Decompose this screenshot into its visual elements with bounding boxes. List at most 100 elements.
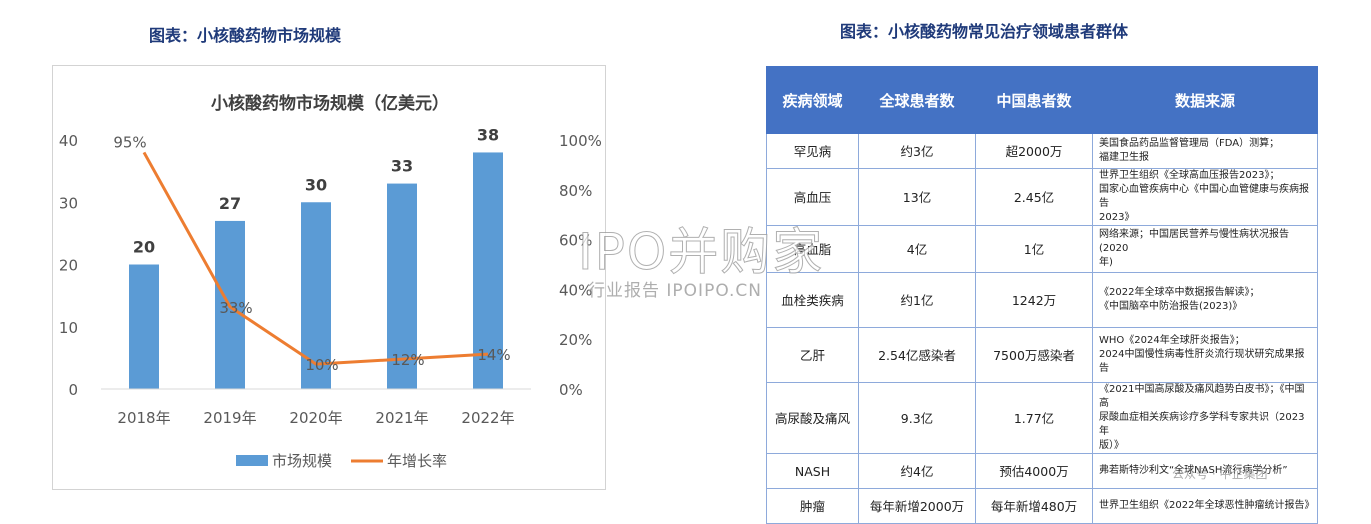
y-right-tick-label: 80%	[559, 182, 592, 200]
right-figure-caption: 图表：小核酸药物常见治疗领域患者群体	[840, 22, 1129, 41]
chart-title: 小核酸药物市场规模（亿美元）	[211, 93, 449, 114]
x-tick-label: 2018年	[117, 409, 170, 427]
legend-line-label: 年增长率	[387, 452, 447, 470]
source-line: 美国食品药品监督管理局（FDA）测算；	[1099, 138, 1280, 149]
line-data-label: 12%	[391, 351, 424, 369]
cell-china-patients: 7500万感染者	[975, 327, 1093, 383]
cell-global-patients: 约3亿	[858, 133, 976, 169]
cell-global-patients: 4亿	[858, 225, 976, 273]
table-row: 血栓类疾病 约1亿 1242万 《2022年全球卒中数据报告解读》； 《中国脑卒中防治报…	[766, 272, 1318, 328]
cell-data-source: 美国食品药品监督管理局（FDA）测算； 福建卫生报	[1092, 133, 1318, 169]
x-tick-label: 2021年	[375, 409, 428, 427]
bar-data-label: 33	[391, 157, 413, 176]
cell-global-patients: 2.54亿感染者	[858, 327, 976, 383]
patient-population-table: 疾病领域 全球患者数 中国患者数 数据来源 罕见病 约3亿 超2000万 美国食品药品…	[766, 66, 1318, 524]
legend-bar-label: 市场规模	[272, 452, 332, 470]
cell-disease: 乙肝	[766, 327, 859, 383]
watermark-subtext: 行业报告 IPOIPO.CN	[588, 281, 762, 301]
table-row: 高尿酸及痛风 9.3亿 1.77亿 《2021中国高尿酸及痛风趋势白皮书》；《中国高尿…	[766, 382, 1318, 454]
table-row: 乙肝 2.54亿感染者 7500万感染者 WHO《2024年全球肝炎报告》； 2024中…	[766, 327, 1318, 383]
table-header-row: 疾病领域 全球患者数 中国患者数 数据来源	[766, 66, 1318, 134]
watermark-logo-text: IPO并购家	[577, 223, 825, 282]
cell-global-patients: 约4亿	[858, 453, 976, 489]
bar	[387, 183, 417, 389]
cell-data-source: 《2021中国高尿酸及痛风趋势白皮书》；《中国高 尿酸血症相关疾病诊疗多学科专家共…	[1092, 382, 1318, 454]
cell-data-source: 世界卫生组织《全球高血压报告2023》； 国家心血管疾病中心《中国心血管健康与疾病…	[1092, 168, 1318, 226]
y-right-tick-label: 40%	[559, 281, 592, 299]
source-line: 尿酸血症相关疾病诊疗多学科专家共识（2023年	[1099, 412, 1305, 437]
y-left-tick-label: 20	[59, 257, 78, 275]
cell-global-patients: 约1亿	[858, 272, 976, 328]
cell-disease: 罕见病	[766, 133, 859, 169]
x-tick-label: 2019年	[203, 409, 256, 427]
bar	[129, 264, 159, 389]
watermark-corner-text: 公众号 · 中企集团	[1172, 467, 1268, 481]
source-line: 《2021中国高尿酸及痛风趋势白皮书》；《中国高	[1099, 384, 1305, 409]
cell-data-source: 网络来源；中国居民营养与慢性病状况报告(2020 年)	[1092, 225, 1318, 273]
legend-bar-swatch	[236, 455, 268, 466]
bar-data-label: 20	[133, 238, 155, 257]
line-data-label: 95%	[113, 133, 146, 151]
cell-disease: 高尿酸及痛风	[766, 382, 859, 454]
source-line: 弗若斯特沙利文“全球NASH流行病学分析”	[1099, 465, 1288, 476]
cell-china-patients: 1亿	[975, 225, 1093, 273]
cell-disease: NASH	[766, 453, 859, 489]
bar	[473, 152, 503, 389]
cell-disease: 血栓类疾病	[766, 272, 859, 328]
source-line: 《中国脑卒中防治报告(2023)》	[1099, 301, 1243, 312]
cell-china-patients: 1242万	[975, 272, 1093, 328]
y-right-tick-label: 100%	[559, 132, 602, 150]
table-row: 肿瘤 每年新增2000万 每年新增480万 世界卫生组织《2022年全球恶性肿瘤统计报…	[766, 488, 1318, 524]
header-china-patients: 中国患者数	[975, 66, 1093, 134]
source-line: 世界卫生组织《2022年全球恶性肿瘤统计报告》	[1099, 500, 1315, 511]
patient-population-table-wrap: 疾病领域 全球患者数 中国患者数 数据来源 罕见病 约3亿 超2000万 美国食品药品…	[766, 66, 1318, 524]
bar-data-label: 27	[219, 194, 241, 213]
source-line: 世界卫生组织《全球高血压报告2023》；	[1099, 170, 1280, 181]
source-line: 2023》	[1099, 212, 1135, 223]
bar-data-label: 38	[477, 125, 499, 144]
source-line: 《2022年全球卒中数据报告解读》；	[1099, 287, 1260, 298]
cell-data-source: 世界卫生组织《2022年全球恶性肿瘤统计报告》	[1092, 488, 1318, 524]
market-size-chart: 小核酸药物市场规模（亿美元） 0 10 20 30 40 0% 20% 40% 60% 80% 100…	[52, 65, 606, 490]
y-left-tick-label: 0	[68, 381, 78, 399]
source-line: 福建卫生报	[1099, 152, 1149, 163]
table-row: 高血脂 4亿 1亿 网络来源；中国居民营养与慢性病状况报告(2020 年)	[766, 225, 1318, 273]
source-line: 年)	[1099, 257, 1113, 268]
cell-global-patients: 9.3亿	[858, 382, 976, 454]
source-line: 2024中国慢性病毒性肝炎流行现状研究成果报告	[1099, 349, 1305, 374]
table-row: 罕见病 约3亿 超2000万 美国食品药品监督管理局（FDA）测算； 福建卫生报	[766, 133, 1318, 169]
cell-china-patients: 预估4000万	[975, 453, 1093, 489]
source-line: WHO《2024年全球肝炎报告》；	[1099, 335, 1245, 346]
growth-rate-line	[142, 151, 489, 366]
bar-data-label: 30	[305, 175, 327, 194]
x-tick-label: 2020年	[289, 409, 342, 427]
cell-global-patients: 13亿	[858, 168, 976, 226]
cell-data-source: 《2022年全球卒中数据报告解读》； 《中国脑卒中防治报告(2023)》	[1092, 272, 1318, 328]
y-right-tick-label: 0%	[559, 381, 583, 399]
y-left-tick-label: 30	[59, 194, 78, 212]
source-line: 网络来源；中国居民营养与慢性病状况报告(2020	[1099, 229, 1289, 254]
line-data-label: 33%	[219, 299, 252, 317]
cell-global-patients: 每年新增2000万	[858, 488, 976, 524]
line-data-label: 14%	[477, 346, 510, 364]
cell-disease: 高血压	[766, 168, 859, 226]
y-right-tick-label: 60%	[559, 232, 592, 250]
cell-china-patients: 1.77亿	[975, 382, 1093, 454]
cell-disease: 肿瘤	[766, 488, 859, 524]
header-disease: 疾病领域	[766, 66, 859, 134]
left-figure-caption: 图表：小核酸药物市场规模	[149, 26, 342, 45]
cell-china-patients: 超2000万	[975, 133, 1093, 169]
cell-china-patients: 每年新增480万	[975, 488, 1093, 524]
header-global-patients: 全球患者数	[858, 66, 976, 134]
source-line: 国家心血管疾病中心《中国心血管健康与疾病报告	[1099, 184, 1309, 209]
cell-data-source: WHO《2024年全球肝炎报告》； 2024中国慢性病毒性肝炎流行现状研究成果报告	[1092, 327, 1318, 383]
header-data-source: 数据来源	[1092, 66, 1318, 134]
cell-china-patients: 2.45亿	[975, 168, 1093, 226]
y-left-tick-label: 10	[59, 319, 78, 337]
y-right-tick-label: 20%	[559, 331, 592, 349]
x-tick-label: 2022年	[461, 409, 514, 427]
table-row: 高血压 13亿 2.45亿 世界卫生组织《全球高血压报告2023》； 国家心血管疾病中心…	[766, 168, 1318, 226]
cell-disease: 高血脂	[766, 225, 859, 273]
line-data-label: 10%	[305, 356, 338, 374]
y-left-tick-label: 40	[59, 132, 78, 150]
